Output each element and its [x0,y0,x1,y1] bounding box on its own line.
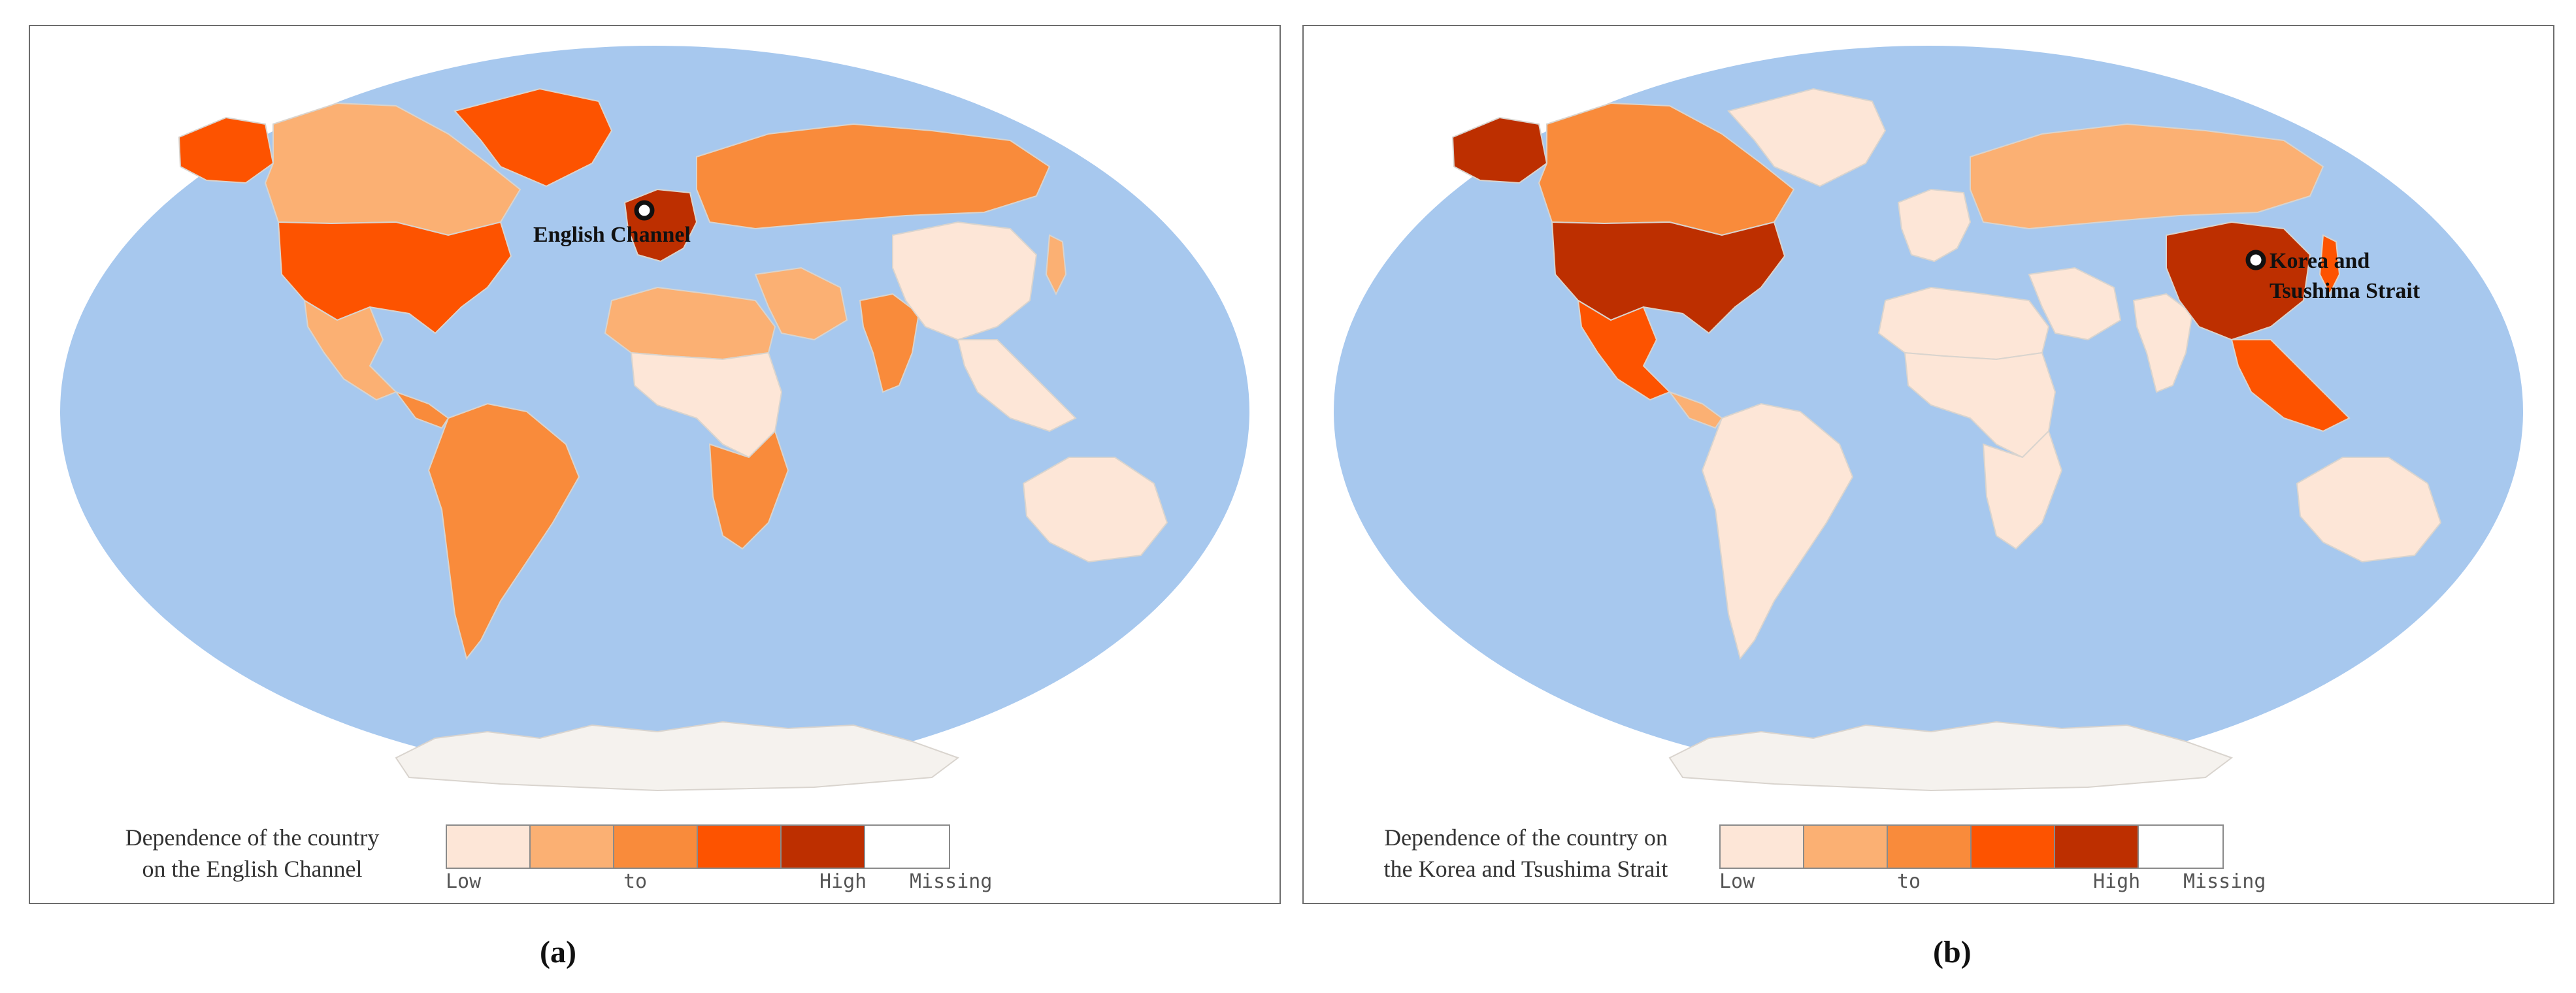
region-greenland [1727,88,1887,187]
legend-label-low: Low [446,870,482,893]
caption-b: (b) [1933,935,1972,969]
world-map-b: Korea and Tsushima Strait [1334,46,2523,792]
region-central-america [394,390,450,429]
legend-box-missing [865,826,949,868]
region-central-america [1668,390,1723,429]
legend-label-to: to [1897,870,1921,893]
legend-box-level-3 [614,826,698,868]
region-antarctica [395,721,960,792]
legend-label-high: High [819,870,867,893]
legend-title-b: Dependence of the country on the Korea a… [1383,824,1668,882]
strait-label-line: English Channel [533,223,691,247]
region-russia [696,123,1051,230]
region-india [2132,293,2194,393]
region-india [859,293,920,393]
strait-label: English Channel [533,223,691,247]
region-southern-africa [708,430,789,550]
legend-box-missing [2139,826,2222,868]
region-middle-east [754,267,848,341]
region-southeast-asia [2230,339,2351,432]
legend-box-level-2 [1804,826,1888,868]
region-russia [1970,123,2324,230]
region-middle-east [2028,267,2122,341]
legend-box-level-1 [1721,826,1804,868]
legend-label-missing: Missing [910,870,993,893]
region-southern-africa [1982,430,2063,550]
region-china [2166,221,2311,341]
region-china [892,221,1038,341]
legend-box-level-3 [1888,826,1972,868]
legend-box-level-2 [531,826,614,868]
strait-label-line: Tsushima Strait [2270,279,2420,303]
legend-color-scale-a [446,824,950,869]
legend-box-level-4 [698,826,782,868]
region-alaska [178,116,274,184]
legend-labels-a: Low to High Missing [446,870,992,896]
strait-marker [634,200,655,221]
strait-label: Korea and Tsushima Strait [2270,249,2420,303]
legend-title-a: Dependence of the country on the English… [125,824,380,882]
world-map-a: English Channel [60,46,1249,792]
legend-label-to: to [623,870,648,893]
region-australia [1022,457,1168,563]
strait-marker [2245,250,2266,270]
legend-box-level-1 [447,826,531,868]
legend-box-level-5 [2055,826,2139,868]
legend-label-low: Low [1719,870,1755,893]
strait-label-line: Korea and [2270,249,2370,273]
legend-color-scale-b [1719,824,2224,869]
region-south-america [427,402,580,660]
map-panel-b: Korea and Tsushima Strait Dependence of t… [1302,25,2554,904]
legend-box-level-5 [782,826,865,868]
region-greenland [454,88,613,187]
map-panel-a: English Channel Dependence of the countr… [29,25,1281,904]
legend-label-missing: Missing [2183,870,2266,893]
legend-box-level-4 [1972,826,2055,868]
region-southeast-asia [957,339,1077,432]
region-australia [2296,457,2442,563]
region-japan [1045,234,1067,296]
region-western-europe [1897,188,1972,263]
legend-labels-b: Low to High Missing [1719,870,2266,896]
region-alaska [1451,116,1548,184]
region-antarctica [1668,721,2234,792]
caption-a: (a) [540,935,576,969]
region-south-america [1701,402,1854,660]
legend-label-high: High [2093,870,2141,893]
region-japan [2319,234,2341,296]
